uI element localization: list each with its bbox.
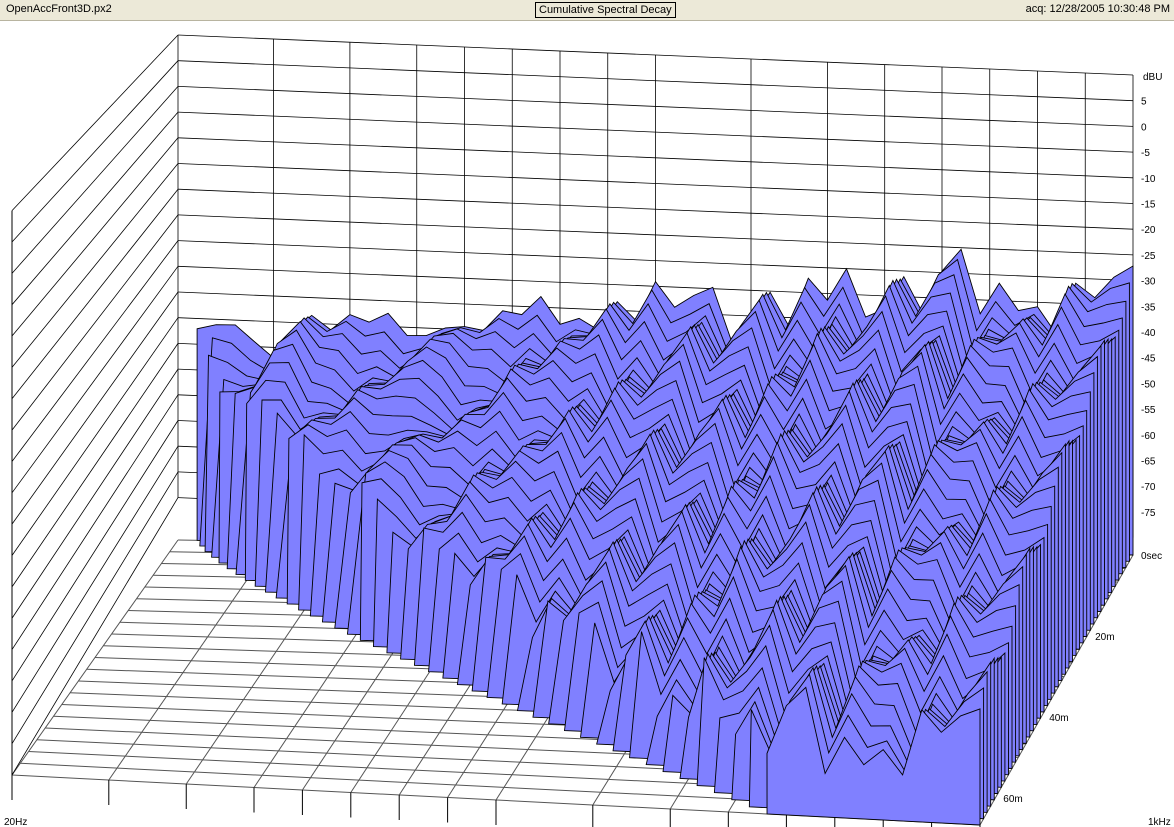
left-wall-gridline xyxy=(11,137,179,337)
y-tick-label: -70 xyxy=(1141,482,1156,493)
y-tick-label: -30 xyxy=(1141,277,1156,288)
floor-gridline xyxy=(11,539,179,776)
axis-ticks xyxy=(11,775,981,827)
y-tick-label: -10 xyxy=(1141,174,1156,185)
left-wall-gridline xyxy=(11,471,179,744)
y-tick-label: -65 xyxy=(1141,457,1156,468)
left-wall-gridline xyxy=(11,86,179,274)
x-max-label: 1kHz xyxy=(1148,817,1171,827)
z-tick-label: 20m xyxy=(1095,632,1114,643)
left-wall-gridline xyxy=(11,394,179,650)
left-wall-gridline xyxy=(11,343,179,588)
left-wall-gridline xyxy=(11,111,179,305)
left-wall-gridline xyxy=(11,445,179,713)
left-wall-gridline xyxy=(11,266,179,494)
y-tick-label: -45 xyxy=(1141,354,1156,365)
left-wall-gridline xyxy=(11,368,179,619)
y-tick-label: -15 xyxy=(1141,200,1156,211)
z-tick-label: 60m xyxy=(1003,794,1022,805)
left-wall-gridline xyxy=(11,317,179,556)
left-wall-grid xyxy=(11,34,179,776)
y-tick-label: -75 xyxy=(1141,508,1156,519)
floor-gridline xyxy=(979,554,1134,826)
left-wall-gridline xyxy=(11,60,179,243)
y-tick-label: -40 xyxy=(1141,328,1156,339)
left-wall-gridline xyxy=(11,420,179,682)
decay-slice xyxy=(766,686,981,826)
title-bar: OpenAccFront3D.px2 Cumulative Spectral D… xyxy=(0,0,1174,21)
y-tick-label: 5 xyxy=(1141,97,1147,108)
y-tick-label: -35 xyxy=(1141,302,1156,313)
y-tick-label: -60 xyxy=(1141,431,1156,442)
left-wall-gridline xyxy=(11,497,179,776)
left-wall-gridline xyxy=(11,214,179,431)
decay-slices xyxy=(196,248,1134,826)
left-wall-gridline xyxy=(11,291,179,525)
y-tick-label: -20 xyxy=(1141,225,1156,236)
y-unit-label: dBU xyxy=(1143,72,1162,83)
y-tick-label: -50 xyxy=(1141,379,1156,390)
left-wall-gridline xyxy=(11,240,179,462)
z-tick-label: 0sec xyxy=(1141,551,1162,562)
y-tick-label: -55 xyxy=(1141,405,1156,416)
chart-title: Cumulative Spectral Decay xyxy=(535,2,676,18)
acquisition-time: acq: 12/28/2005 10:30:48 PM xyxy=(1025,3,1170,15)
left-wall-gridline xyxy=(11,163,179,368)
axis-labels: dBU 5 0 -5 -10 -15 -20 -25 -30 -35 -40 -45 -50 -55 -60… xyxy=(4,72,1171,827)
floor-gridline xyxy=(108,541,274,781)
x-min-label: 20Hz xyxy=(4,817,27,827)
y-tick-label: 0 xyxy=(1141,122,1147,133)
y-tick-label: -5 xyxy=(1141,148,1150,159)
left-wall-gridline xyxy=(11,34,179,211)
waterfall-plot: dBU 5 0 -5 -10 -15 -20 -25 -30 -35 -40 -45 -50 -55 -60… xyxy=(4,34,1171,827)
y-tick-label: -25 xyxy=(1141,251,1156,262)
file-name: OpenAccFront3D.px2 xyxy=(6,3,112,15)
left-wall-gridline xyxy=(11,188,179,400)
z-tick-label: 40m xyxy=(1049,713,1068,724)
